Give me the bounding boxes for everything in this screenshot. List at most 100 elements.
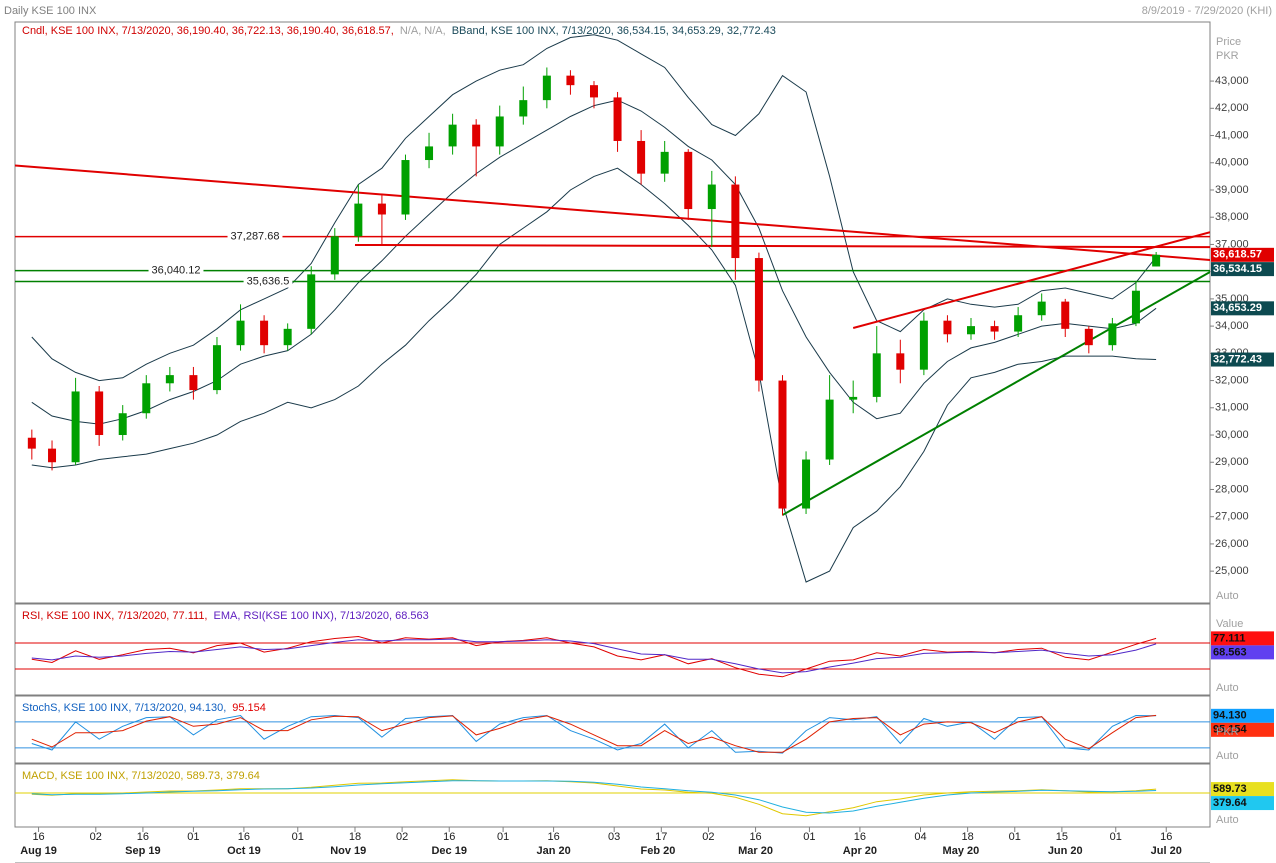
value-box [1211,796,1274,811]
band-upper [31,34,1157,382]
overlay: Cndl, KSE 100 INX, 7/13/2020, 36,190.40,… [20,25,1274,857]
macd-panel [14,763,1211,828]
price-panel [14,21,1211,604]
month-label: Jul 20 [1151,845,1182,857]
auto-button[interactable]: Auto [1216,750,1239,762]
candle-body [731,184,740,259]
candle-body [566,75,575,86]
level-label-bg [243,275,293,288]
month-label: Sep 19 [125,845,160,857]
value-box [1211,631,1274,646]
auto-button[interactable]: Auto [1216,590,1239,602]
value-box-label: 36,618.57 [1213,249,1262,261]
value-box [1211,301,1274,316]
month-label: Jan 20 [536,845,570,857]
candle-body [919,320,928,370]
candle-body [542,75,551,101]
candle-body [967,326,975,335]
month-label: Feb 20 [641,845,676,857]
trend-line [852,231,1210,329]
x-tick-label: 01 [803,831,815,843]
x-tick-label: 02 [90,831,102,843]
stoch-plot [15,714,1210,754]
y-tick-label: 43,000 [1215,75,1249,87]
y-tick-label: 38,000 [1215,211,1249,223]
legend-text: 95.154 [232,702,266,714]
stoch-panel [14,695,1211,764]
x-tick-label: 16 [443,831,455,843]
level-label-bg [148,264,204,277]
value-box-label: 36,534.15 [1213,263,1262,275]
value-box-label: 95.154 [1213,724,1248,736]
candle-body [95,391,104,436]
x-tick-label: 02 [702,831,714,843]
candle-body [519,100,528,117]
value-box-label: 34,653.29 [1213,302,1262,314]
auto-button[interactable]: Auto [1216,682,1239,694]
level-label: 35,636.5 [247,275,290,287]
level-label: 37,287.68 [231,231,280,243]
candle-body [1014,315,1023,332]
x-tick-label: 03 [608,831,620,843]
date-range: 8/9/2019 - 7/29/2020 (KHI) [1142,5,1272,17]
x-tick-label: 18 [349,831,361,843]
y-axis-unit: PKR [1216,50,1239,62]
candle-body [1084,328,1093,346]
candle-body [707,184,716,210]
y-axis-label: PKR [1216,726,1239,738]
auto-button[interactable]: Auto [1216,814,1239,826]
value-box-label: 32,772.43 [1213,353,1262,365]
month-label: Nov 19 [330,845,366,857]
value-box [1211,782,1274,797]
y-tick-label: 26,000 [1215,538,1249,550]
legend-text: N/A, N/A, [400,25,446,37]
month-label: Aug 19 [20,845,57,857]
candle-body [660,151,669,174]
y-tick-label: 25,000 [1215,565,1249,577]
candle-body [401,160,410,215]
candle-body [613,97,622,141]
x-tick-label: 04 [914,831,926,843]
y-tick-label: 31,000 [1215,402,1249,414]
x-tick-label: 15 [1056,831,1068,843]
value-box [1211,645,1274,660]
candle-body [1152,254,1161,267]
candle-body [27,437,36,449]
legend-text: RSI, KSE 100 INX, 7/13/2020, 77.111, [22,610,208,622]
y-tick-label: 39,000 [1215,184,1249,196]
candle-body [260,320,269,346]
candle-body [802,459,811,509]
indicator-line [31,779,1157,817]
candle-body [236,320,245,346]
candle-body [283,328,292,346]
indicator-line [31,635,1157,678]
y-tick-label: 41,000 [1215,129,1249,141]
y-axis-label: Price [1216,36,1241,48]
candle-body [377,203,386,215]
candle-body [212,345,221,391]
candle-body [354,203,363,237]
trend-line [354,243,1210,249]
month-label: Apr 20 [843,845,877,857]
month-label: Oct 19 [227,845,261,857]
rsi-panel [14,603,1211,696]
x-tick-label: 01 [1110,831,1122,843]
candle-body [637,140,646,174]
month-label: Dec 19 [431,845,466,857]
month-label: Mar 20 [738,845,773,857]
candle-body [990,326,999,332]
value-box-label: 77.111 [1213,632,1245,644]
macd-plot [15,779,1210,817]
month-label: Jun 20 [1048,845,1083,857]
value-box [1211,722,1274,737]
candle-body [71,391,80,463]
x-tick-label: 18 [962,831,974,843]
y-tick-label: 27,000 [1215,511,1249,523]
y-tick-label: 42,000 [1215,102,1249,114]
candle-body [142,383,151,414]
x-tick-label: 16 [854,831,866,843]
rsi-plot [15,635,1210,678]
candle-body [307,274,316,329]
